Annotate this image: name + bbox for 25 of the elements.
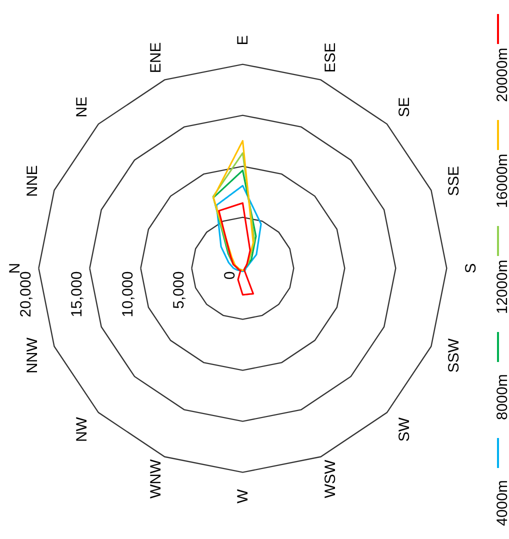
spoke-label: ENE bbox=[147, 42, 164, 74]
y-tick-label: 10,000 bbox=[120, 271, 137, 318]
legend-label: 16000m bbox=[494, 154, 509, 208]
spoke-label: SSE bbox=[445, 166, 462, 196]
legend-label: 12000m bbox=[494, 260, 509, 314]
spoke-label: E bbox=[234, 35, 252, 46]
legend-label: 8000m bbox=[494, 374, 509, 420]
spoke-label: SSW bbox=[445, 338, 462, 373]
y-tick-label: 5,000 bbox=[170, 271, 188, 309]
y-tick-label: 20,000 bbox=[18, 271, 35, 318]
spoke-label: WSW bbox=[322, 458, 339, 498]
y-tick-label: 0 bbox=[222, 271, 239, 280]
spoke-label: NW bbox=[73, 416, 90, 442]
spoke-label: SW bbox=[396, 416, 413, 442]
spoke-label: W bbox=[234, 488, 252, 504]
spoke-label: NNE bbox=[24, 165, 42, 197]
legend-label: 20000m bbox=[494, 48, 509, 102]
y-tick-label: 15,000 bbox=[68, 271, 86, 318]
legend-label: 4000m bbox=[494, 480, 509, 526]
spoke-label: WNW bbox=[147, 458, 164, 499]
spoke-label: S bbox=[462, 263, 480, 274]
spoke-label: NE bbox=[73, 96, 90, 118]
spoke-label: NNW bbox=[24, 336, 42, 374]
spoke-label: SE bbox=[396, 97, 413, 118]
spoke-label: ESE bbox=[322, 42, 339, 73]
